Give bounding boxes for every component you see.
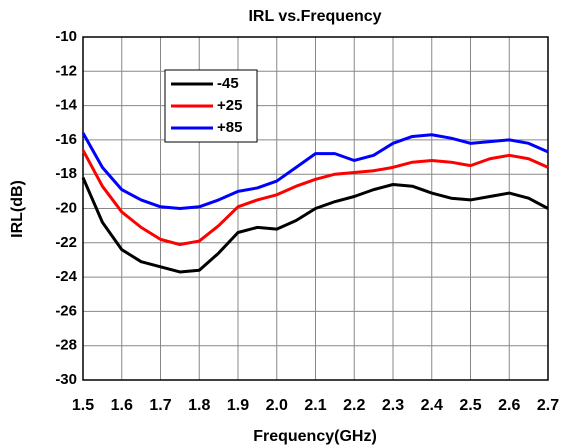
- x-axis-label: Frequency(GHz): [253, 428, 377, 445]
- y-tick-label: -10: [55, 28, 77, 45]
- y-tick-label: -26: [55, 302, 77, 319]
- series-line: [81, 132, 549, 210]
- legend-label: +25: [217, 97, 242, 114]
- x-tick-label: 2.5: [459, 397, 481, 414]
- y-tick-label: -14: [55, 97, 77, 114]
- x-tick-label: 1.5: [72, 397, 94, 414]
- x-tick-label: 1.9: [227, 397, 249, 414]
- x-tick-label: 1.8: [188, 397, 210, 414]
- legend-label: +85: [217, 119, 242, 136]
- y-tick-label: -20: [55, 199, 77, 216]
- y-tick-label: -24: [55, 268, 77, 285]
- chart-title: IRL vs.Frequency: [248, 8, 381, 25]
- series-line: [81, 177, 549, 274]
- x-tick-label: 1.6: [111, 397, 133, 414]
- y-tick-label: -22: [55, 234, 77, 251]
- series-line: [81, 149, 549, 247]
- x-tick-label: 2.6: [498, 397, 520, 414]
- y-tick-label: -30: [55, 371, 77, 388]
- x-tick-label: 2.1: [304, 397, 326, 414]
- y-tick-label: -18: [55, 165, 77, 182]
- x-tick-label: 2.2: [343, 397, 365, 414]
- x-tick-label: 2.4: [421, 397, 443, 414]
- y-tick-label: -28: [55, 337, 77, 354]
- x-tick-label: 2.3: [382, 397, 404, 414]
- legend-label: -45: [217, 75, 239, 92]
- y-tick-label: -12: [55, 62, 77, 79]
- x-tick-label: 2.7: [537, 397, 559, 414]
- x-tick-label: 2.0: [266, 397, 288, 414]
- x-tick-label: 1.7: [149, 397, 171, 414]
- y-axis-label: IRL(dB): [9, 180, 26, 238]
- y-tick-label: -16: [55, 131, 77, 148]
